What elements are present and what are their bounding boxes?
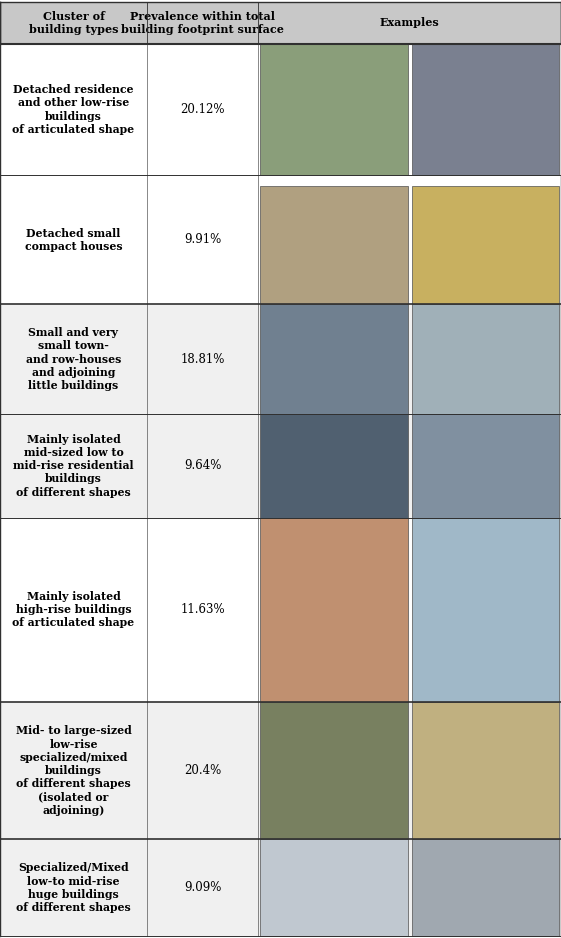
Bar <box>0 2 561 44</box>
Bar <box>0 840 561 936</box>
Text: Small and very
small town-
and row-houses
and adjoining
little buildings: Small and very small town- and row-house… <box>26 327 121 391</box>
Text: Detached residence
and other low-rise
buildings
of articulated shape: Detached residence and other low-rise bu… <box>12 84 135 135</box>
Bar <box>0 518 561 702</box>
Text: Mainly isolated
high-rise buildings
of articulated shape: Mainly isolated high-rise buildings of a… <box>12 591 135 628</box>
Bar <box>260 44 407 175</box>
Text: 18.81%: 18.81% <box>180 353 225 366</box>
Text: Examples: Examples <box>380 18 439 28</box>
Bar <box>412 840 559 936</box>
Text: Specialized/Mixed
low-to mid-rise
huge buildings
of different shapes: Specialized/Mixed low-to mid-rise huge b… <box>16 862 131 913</box>
Text: Mid- to large-sized
low-rise
specialized/mixed
buildings
of different shapes
(is: Mid- to large-sized low-rise specialized… <box>16 725 131 816</box>
Bar <box>412 304 559 414</box>
Text: Mainly isolated
mid-sized low to
mid-rise residential
buildings
of different sha: Mainly isolated mid-sized low to mid-ris… <box>13 433 134 498</box>
Text: Prevalence within total
building footprint surface: Prevalence within total building footpri… <box>121 11 284 35</box>
Text: 9.09%: 9.09% <box>184 881 221 894</box>
Bar <box>412 414 559 518</box>
Bar <box>260 518 407 702</box>
Text: 9.91%: 9.91% <box>184 234 221 246</box>
Bar <box>260 702 407 840</box>
Text: Cluster of
building types: Cluster of building types <box>29 11 118 35</box>
Bar <box>0 304 561 414</box>
Bar <box>0 175 561 304</box>
Bar <box>260 414 407 518</box>
Bar <box>260 304 407 414</box>
Bar <box>0 44 561 175</box>
Text: 20.4%: 20.4% <box>184 764 221 777</box>
Bar <box>412 186 559 304</box>
Bar <box>0 414 561 518</box>
Bar <box>412 518 559 702</box>
Text: 20.12%: 20.12% <box>180 103 225 116</box>
Text: 9.64%: 9.64% <box>184 460 221 472</box>
Bar <box>260 186 407 304</box>
Text: Detached small
compact houses: Detached small compact houses <box>25 228 122 251</box>
Bar <box>412 702 559 840</box>
Bar <box>0 702 561 840</box>
Text: 11.63%: 11.63% <box>180 603 225 616</box>
Bar <box>260 840 407 936</box>
Bar <box>412 44 559 175</box>
